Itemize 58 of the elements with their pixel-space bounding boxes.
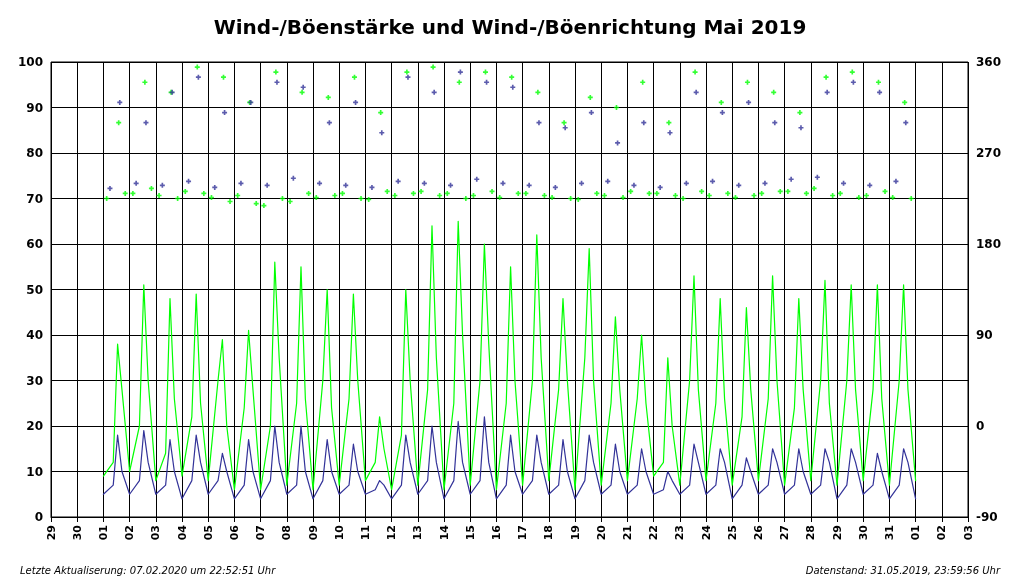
x-tick-label: 21: [620, 525, 634, 541]
x-tick-label: 11: [358, 525, 372, 541]
x-tick-label: 27: [778, 525, 792, 541]
y2-tick-label: 180: [976, 237, 1002, 251]
x-tick-label: 20: [594, 524, 608, 541]
x-tick-label: 14: [437, 524, 451, 541]
text: Datenstand: 31.05.2019, 23:59:56 Uhr: [805, 564, 1001, 576]
x-tick-label: 24: [699, 524, 713, 541]
text: Letzte Aktualiserung: 07.02.2020 um 22:52:51 Uhr: [20, 564, 277, 576]
y-tick-label: 0: [34, 510, 43, 524]
x-tick-label: 30: [856, 524, 870, 541]
x-tick-label: 02: [123, 525, 137, 541]
y2-tick-label: -90: [976, 510, 998, 524]
line-series: [102, 220, 917, 491]
x-tick-label: 06: [227, 524, 241, 541]
x-tick-label: 15: [463, 525, 477, 541]
y-tick-label: 40: [26, 328, 43, 342]
x-tick-label: 29: [830, 525, 844, 541]
x-tick-label: 10: [332, 524, 346, 541]
x-tick-label: 17: [516, 525, 530, 541]
x-tick-label: 04: [175, 524, 189, 541]
x-tick-label: 07: [254, 525, 268, 541]
x-tick-label: 28: [804, 525, 818, 541]
y-tick-label: 70: [26, 191, 43, 206]
x-tick-label: 29: [44, 525, 58, 541]
x-tick-label: 12: [385, 525, 399, 541]
x-tick-label: 03: [149, 525, 163, 541]
y-tick-label: 30: [26, 373, 43, 388]
y2-tick-label: 360: [976, 55, 1002, 69]
x-tick-label: 02: [935, 525, 949, 541]
x-tick-label: 19: [568, 525, 582, 541]
y-tick-label: 90: [26, 100, 43, 115]
x-tick-label: 23: [673, 525, 687, 541]
x-tick-label: 13: [411, 525, 425, 541]
y-tick-label: 80: [26, 146, 43, 160]
y-tick-label: 20: [26, 419, 43, 433]
x-tick-label: 22: [647, 525, 661, 541]
chart-title: Wind-/Böenstärke und Wind-/Böenrichtung Mai 2019: [213, 15, 807, 39]
x-tick-label: 26: [751, 524, 765, 541]
y-tick-label: 60: [26, 237, 43, 251]
line-series: [102, 416, 917, 500]
x-tick-label: 16: [489, 524, 503, 541]
x-tick-label: 30: [70, 524, 84, 541]
x-tick-label: 31: [882, 525, 896, 541]
x-tick-label: 01: [96, 525, 110, 541]
x-tick-label: 09: [306, 525, 320, 541]
x-tick-label: 03: [961, 525, 975, 541]
x-tick-label: 08: [280, 525, 294, 541]
x-tick-label: 05: [201, 525, 215, 541]
y2-tick-label: 270: [976, 146, 1002, 160]
x-tick-label: 25: [725, 525, 739, 541]
y2-tick-label: 90: [976, 328, 993, 342]
y2-tick-label: 0: [976, 419, 985, 433]
x-tick-label: 01: [909, 525, 923, 541]
y-tick-label: 50: [26, 282, 43, 297]
x-tick-label: 18: [542, 525, 556, 541]
y-tick-label: 10: [26, 464, 43, 479]
y-tick-label: 100: [17, 55, 43, 69]
